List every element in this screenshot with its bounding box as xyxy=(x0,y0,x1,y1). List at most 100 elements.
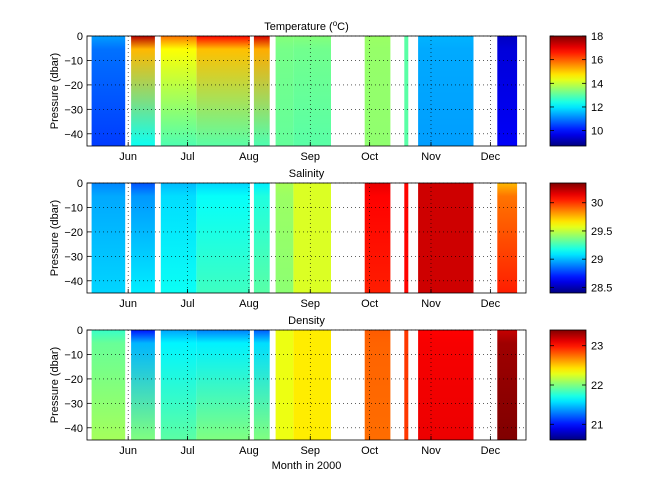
x-tick-label: Sep xyxy=(300,445,320,457)
data-segment xyxy=(275,36,294,146)
title-suffix: C) xyxy=(337,21,349,33)
data-segment xyxy=(196,183,250,293)
data-segment xyxy=(293,330,331,440)
axes-frame xyxy=(86,329,527,441)
x-tick-label: Jul xyxy=(181,445,195,457)
data-segment xyxy=(404,36,409,146)
data-segment xyxy=(293,36,331,146)
data-segment xyxy=(497,183,518,293)
data-segment xyxy=(364,36,391,146)
density-panel: 0 −10 −20 −30 −40 Jun Jul Aug Sep Oct Nov Dec Pressu… xyxy=(49,315,603,457)
panel-title: Density xyxy=(288,315,325,327)
x-tick-label: Oct xyxy=(361,445,378,457)
y-tick-label: −30 xyxy=(64,398,83,410)
data-segment xyxy=(160,330,197,440)
colorbar: 28.5 29 29.5 30 xyxy=(549,182,612,294)
colorbar-tick-label: 23 xyxy=(591,341,603,353)
x-tick-label: Jun xyxy=(119,298,137,310)
data-segment xyxy=(131,183,155,293)
data-segment xyxy=(253,330,270,440)
data-segment xyxy=(253,36,270,146)
x-tick-label: Oct xyxy=(361,298,378,310)
x-tick-label: Aug xyxy=(239,445,259,457)
data-segment xyxy=(364,330,391,440)
data-segment xyxy=(131,330,155,440)
title-superscript: o xyxy=(333,19,338,28)
data-segment xyxy=(275,330,294,440)
colorbar-tick-label: 30 xyxy=(591,198,603,210)
colorbar-gradient xyxy=(549,35,587,147)
colorbar-tick-label: 10 xyxy=(591,126,603,138)
y-tick-label: −20 xyxy=(64,227,83,239)
data-segment xyxy=(91,330,126,440)
data-segment xyxy=(418,330,474,440)
data-segment xyxy=(293,183,331,293)
panel-title: Salinity xyxy=(289,168,325,180)
data-segment xyxy=(91,183,126,293)
x-tick-label: Jul xyxy=(181,151,195,163)
y-tick-label: 0 xyxy=(77,325,83,337)
x-tick-label: Nov xyxy=(421,151,441,163)
x-tick-label: Dec xyxy=(481,151,501,163)
x-tick-label: Aug xyxy=(239,151,259,163)
y-tick-label: −10 xyxy=(64,202,83,214)
x-tick-label: Sep xyxy=(300,298,320,310)
data-segment xyxy=(275,183,294,293)
data-segment xyxy=(253,183,270,293)
x-tick-label: Dec xyxy=(481,445,501,457)
colorbar-tick-label: 16 xyxy=(591,55,603,67)
salinity-panel: 0 −10 −20 −30 −40 Jun Jul Aug Sep Oct Nov Dec Pressu… xyxy=(49,168,612,310)
colorbar-gradient xyxy=(549,182,587,294)
data-segment xyxy=(160,36,197,146)
x-tick-label: Jun xyxy=(119,151,137,163)
temperature-panel: 0 −10 −20 −30 −40 Jun Jul Aug Sep Oct Nov Dec Pressu… xyxy=(49,19,603,163)
x-tick-label: Dec xyxy=(481,298,501,310)
x-tick-label: Nov xyxy=(421,445,441,457)
x-tick-label: Jun xyxy=(119,445,137,457)
axes-frame xyxy=(86,35,527,147)
y-tick-label: −20 xyxy=(64,374,83,386)
colorbar-tick-label: 28.5 xyxy=(591,282,612,294)
colorbar: 21 22 23 xyxy=(549,329,603,441)
colorbar-gradient xyxy=(549,329,587,441)
y-tick-label: −40 xyxy=(64,129,83,141)
colorbar: 10 12 14 16 18 xyxy=(549,31,603,147)
x-tick-label: Jul xyxy=(181,298,195,310)
y-tick-label: 0 xyxy=(77,178,83,190)
x-tick-label: Oct xyxy=(361,151,378,163)
y-tick-label: −40 xyxy=(64,276,83,288)
colorbar-tick-label: 14 xyxy=(591,78,603,90)
x-tick-label: Aug xyxy=(239,298,259,310)
y-axis-label: Pressure (dbar) xyxy=(49,347,61,423)
x-tick-label: Sep xyxy=(300,151,320,163)
data-segment xyxy=(196,36,250,146)
y-tick-label: −10 xyxy=(64,349,83,361)
data-segment xyxy=(497,36,518,146)
colorbar-tick-label: 18 xyxy=(591,31,603,43)
y-tick-label: −20 xyxy=(64,80,83,92)
y-axis-label: Pressure (dbar) xyxy=(49,53,61,129)
data-segment xyxy=(418,183,474,293)
colorbar-tick-label: 22 xyxy=(591,380,603,392)
data-segment xyxy=(196,330,250,440)
data-segment xyxy=(160,183,197,293)
y-tick-label: −10 xyxy=(64,55,83,67)
data-segment xyxy=(404,183,409,293)
panel-title: Temperature (oC) xyxy=(264,19,349,33)
data-segment xyxy=(418,36,474,146)
axes-frame xyxy=(86,182,527,294)
data-segment xyxy=(497,330,518,440)
x-tick-label: Nov xyxy=(421,298,441,310)
data-segment xyxy=(404,330,409,440)
x-axis-label: Month in 2000 xyxy=(272,460,342,472)
y-axis-label: Pressure (dbar) xyxy=(49,200,61,276)
data-segment xyxy=(364,183,391,293)
y-tick-label: 0 xyxy=(77,31,83,43)
colorbar-tick-label: 29.5 xyxy=(591,226,612,238)
colorbar-tick-label: 12 xyxy=(591,102,603,114)
colorbar-tick-label: 29 xyxy=(591,254,603,266)
y-tick-label: −40 xyxy=(64,423,83,435)
y-tick-label: −30 xyxy=(64,251,83,263)
data-segment xyxy=(91,36,126,146)
